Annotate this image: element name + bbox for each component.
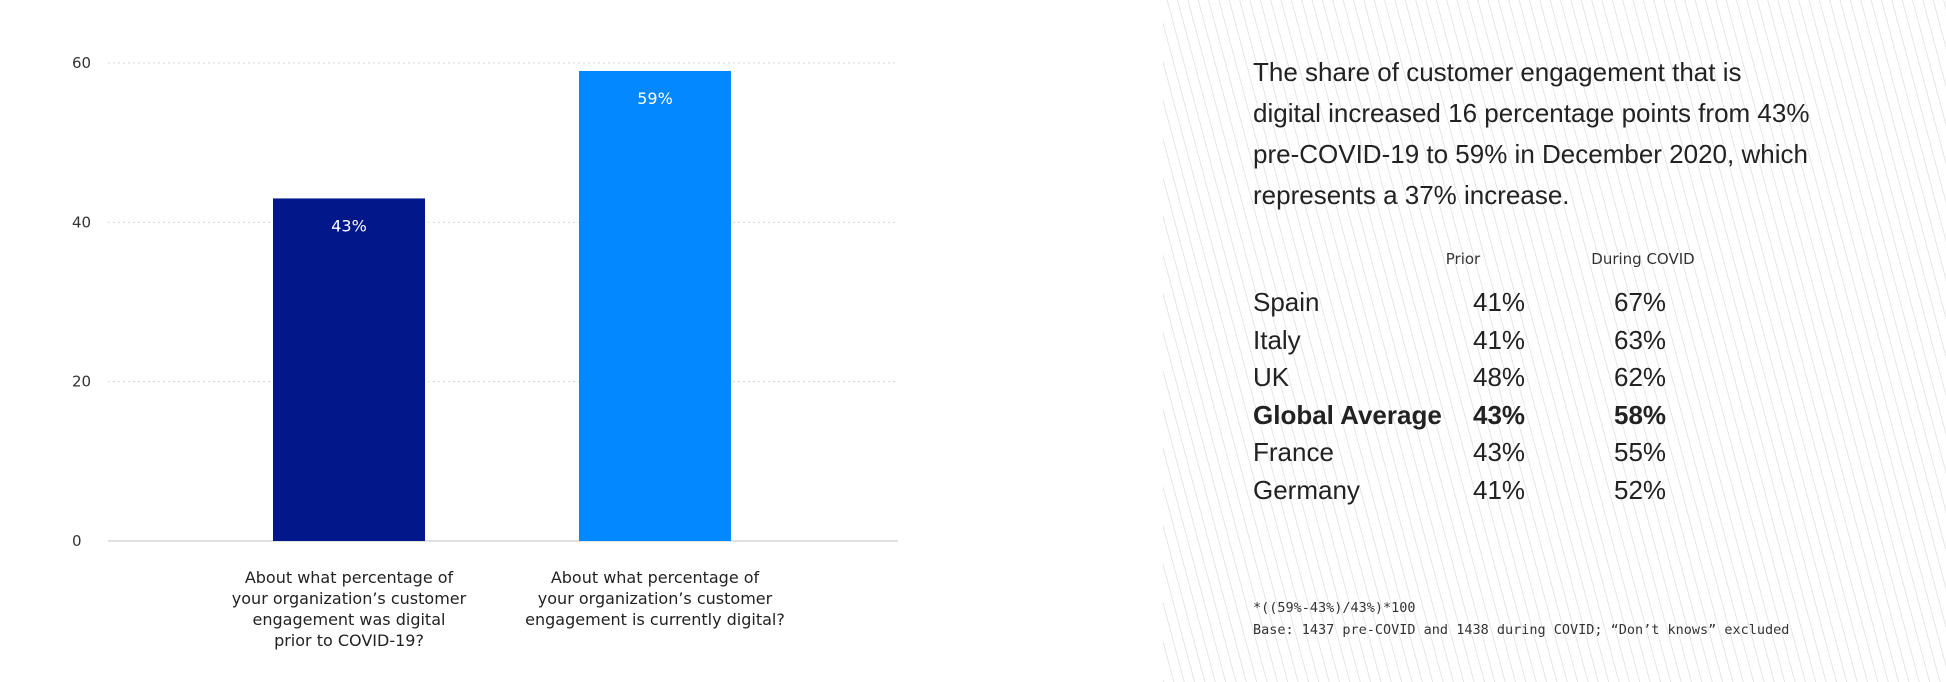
prior-cell: 41%	[1473, 474, 1526, 505]
prior-cell: 48%	[1473, 362, 1526, 392]
x-category-label: About what percentage of your organizatio…	[505, 567, 805, 630]
during-covid-cell: 62%	[1614, 362, 1667, 392]
y-tick-label: 40	[72, 213, 91, 231]
x-category-label-line: your organization’s customer	[231, 589, 467, 608]
y-tick-label: 60	[72, 54, 91, 72]
during-covid-cell: 55%	[1614, 437, 1667, 467]
country-cell: Italy	[1253, 324, 1301, 355]
country-cell: France	[1253, 437, 1334, 467]
country-cell: Spain	[1253, 287, 1320, 317]
country-cell: UK	[1253, 362, 1290, 392]
base-note: Base: 1437 pre-COVID and 1438 during COV…	[1253, 622, 1790, 638]
info-panel: The share of customer engagement that is…	[1163, 0, 1946, 682]
y-tick-label: 0	[72, 532, 82, 550]
bar-data-label: 43%	[331, 216, 367, 235]
x-category-label-line: prior to COVID-19?	[274, 631, 424, 650]
y-tick-label: 20	[72, 373, 91, 391]
table-header-prior: Prior	[1445, 250, 1481, 268]
bar-chart: 0 20 40 60 43% 59%	[72, 54, 898, 550]
prior-cell: 41%	[1473, 287, 1526, 317]
bar	[579, 70, 731, 541]
bar-data-label: 59%	[637, 89, 673, 108]
during-covid-cell: 52%	[1614, 474, 1667, 505]
x-category-label: About what percentage of your organizatio…	[199, 567, 499, 651]
during-covid-cell: 63%	[1614, 324, 1667, 355]
during-covid-cell: 58%	[1614, 399, 1667, 430]
country-cell: Germany	[1253, 474, 1360, 505]
table-header-during-covid: During COVID	[1591, 250, 1695, 268]
x-category-label-line: About what percentage of	[550, 568, 760, 587]
summary-text: The share of customer engagement that is…	[1253, 57, 1810, 210]
country-cell: Global Average	[1253, 399, 1442, 430]
prior-cell: 41%	[1473, 324, 1526, 355]
x-category-label-line: your organization’s customer	[537, 589, 773, 608]
prior-cell: 43%	[1473, 399, 1526, 430]
during-covid-cell: 67%	[1614, 287, 1667, 317]
x-category-label-line: About what percentage of	[244, 568, 454, 587]
x-category-label-line: engagement is currently digital?	[525, 610, 785, 629]
prior-cell: 43%	[1473, 437, 1526, 467]
bar	[273, 198, 425, 541]
footnote: *((59%-43%)/43%)*100	[1253, 600, 1416, 616]
x-category-label-line: engagement was digital	[252, 610, 446, 629]
